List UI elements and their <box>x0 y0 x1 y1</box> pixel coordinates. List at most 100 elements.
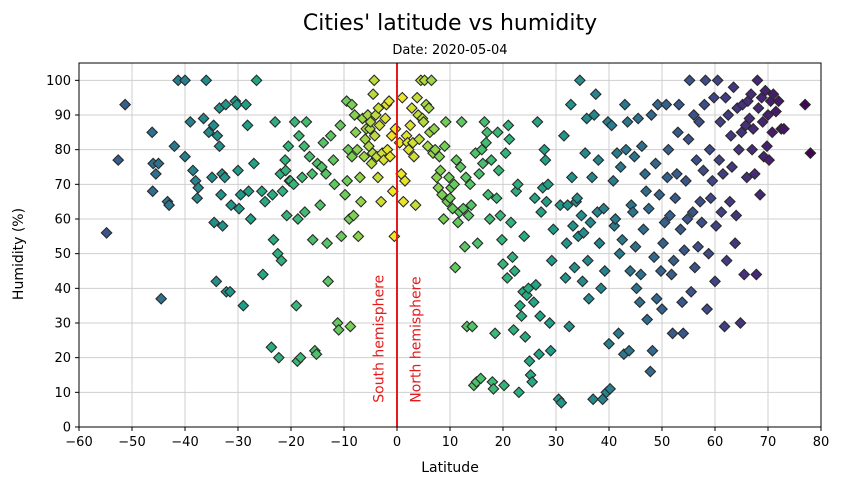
data-point <box>629 240 642 253</box>
data-point <box>543 317 556 329</box>
data-point <box>677 327 690 340</box>
data-point <box>679 174 692 187</box>
data-point <box>619 143 632 156</box>
data-point <box>671 126 684 139</box>
data-point <box>448 178 461 191</box>
data-point <box>724 129 737 142</box>
data-point <box>417 115 430 128</box>
data-point <box>345 150 358 163</box>
data-point <box>457 202 470 215</box>
data-point <box>434 164 447 177</box>
x-tick-label: 20 <box>495 435 512 450</box>
data-point <box>259 195 272 208</box>
data-point <box>218 171 231 184</box>
y-axis-label: Humidity (%) <box>11 208 27 300</box>
data-point <box>256 268 269 281</box>
data-point <box>767 88 780 101</box>
data-point <box>405 102 418 115</box>
data-point <box>239 98 252 111</box>
data-point <box>707 91 720 104</box>
data-point <box>207 119 220 132</box>
data-point <box>639 167 652 180</box>
data-point <box>365 157 378 170</box>
data-point <box>465 199 478 212</box>
data-point <box>480 136 493 149</box>
data-point <box>497 258 509 271</box>
data-point <box>483 213 496 225</box>
data-point <box>653 188 666 201</box>
data-point <box>715 206 728 219</box>
data-point <box>163 199 176 212</box>
x-tick-label: −30 <box>224 435 251 450</box>
data-point <box>586 171 599 184</box>
data-point <box>439 115 452 128</box>
data-point <box>628 150 641 163</box>
x-tick-label: −40 <box>171 435 198 450</box>
data-point <box>344 320 357 333</box>
data-point <box>674 223 687 236</box>
data-point <box>422 102 435 115</box>
data-point <box>511 178 524 191</box>
data-point <box>540 195 553 208</box>
data-point <box>168 140 181 153</box>
data-point <box>339 188 352 201</box>
data-point <box>287 178 300 191</box>
data-point <box>608 219 621 232</box>
x-tick-label: 0 <box>393 435 401 450</box>
data-point <box>320 167 332 180</box>
x-axis-label: Latitude <box>421 460 479 476</box>
data-point <box>489 327 502 340</box>
data-point <box>372 102 385 115</box>
data-point <box>358 150 371 163</box>
data-point <box>146 185 159 198</box>
data-point <box>384 150 397 163</box>
data-point <box>328 178 341 191</box>
data-point <box>353 171 366 184</box>
hemisphere-annotation: South hemisphere <box>371 275 387 403</box>
data-point <box>244 213 257 225</box>
data-point <box>292 129 305 142</box>
data-point <box>613 247 626 260</box>
data-point <box>649 157 662 170</box>
data-point <box>720 254 733 267</box>
data-point <box>764 95 777 108</box>
data-point <box>282 140 295 153</box>
data-point <box>560 237 573 250</box>
data-point <box>701 303 714 316</box>
data-point <box>545 254 558 267</box>
data-point <box>748 167 761 180</box>
data-point <box>535 206 548 219</box>
data-point <box>250 74 263 87</box>
data-point <box>692 240 705 253</box>
data-point <box>476 157 489 170</box>
data-point <box>745 88 758 101</box>
data-point <box>703 143 716 156</box>
y-tick-label: 70 <box>54 178 71 193</box>
data-point <box>665 268 678 281</box>
data-point <box>466 320 479 333</box>
data-point <box>565 171 578 184</box>
data-point <box>512 386 525 399</box>
data-point <box>428 122 441 135</box>
data-point <box>752 102 765 115</box>
data-point <box>576 275 589 288</box>
data-point <box>303 150 316 163</box>
data-point <box>623 344 636 357</box>
data-point <box>777 122 790 135</box>
y-tick-label: 10 <box>54 386 71 401</box>
data-point <box>614 161 627 173</box>
data-point <box>100 226 113 239</box>
data-point <box>568 261 581 274</box>
data-point <box>561 199 574 212</box>
annotations: South hemisphere North hemisphere <box>371 275 424 403</box>
data-point <box>146 126 159 139</box>
data-point <box>230 98 243 111</box>
data-point <box>635 140 648 153</box>
x-tick-label: 60 <box>707 435 724 450</box>
data-point <box>224 285 237 298</box>
y-tick-label: 100 <box>46 74 71 89</box>
data-point <box>523 355 536 368</box>
data-point <box>437 213 450 225</box>
data-point <box>208 216 221 229</box>
data-point <box>740 171 753 184</box>
